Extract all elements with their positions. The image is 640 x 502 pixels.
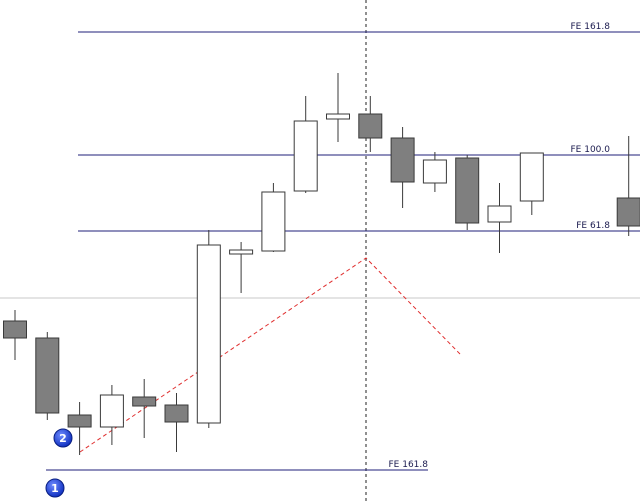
marker-circle (53, 428, 73, 448)
candle-body (293, 120, 318, 192)
markers: 21 (45, 428, 73, 498)
fe-label: FE 61.8 (576, 221, 610, 231)
candle-body (422, 159, 447, 184)
fib-projection (79, 257, 461, 453)
candle-body (519, 152, 544, 202)
candle-body (358, 113, 383, 139)
candles (3, 73, 640, 455)
fe-label: FE 161.8 (571, 22, 611, 32)
marker-circle (45, 478, 65, 498)
candle-body (261, 191, 286, 252)
fe-label: FE 100.0 (571, 145, 611, 155)
candle-body (35, 337, 60, 414)
candle-body (229, 249, 254, 255)
candle-body (99, 394, 124, 428)
marker-label: 1 (51, 482, 59, 495)
marker-label: 2 (59, 432, 67, 445)
candle-body (326, 113, 350, 120)
candle-body (3, 320, 27, 339)
fe-label: FE 161.8 (389, 460, 429, 470)
candle-body (616, 197, 640, 227)
candle-body (455, 157, 480, 224)
candle-body (132, 396, 157, 407)
fe-lines: FE 161.8 FE 100.0 FE 61.8 FE 161.8 (46, 22, 640, 471)
candle-body (164, 404, 189, 423)
candle-body (67, 414, 92, 428)
candle-body (196, 244, 221, 424)
candle-body (390, 137, 415, 183)
candle-body (487, 205, 512, 223)
